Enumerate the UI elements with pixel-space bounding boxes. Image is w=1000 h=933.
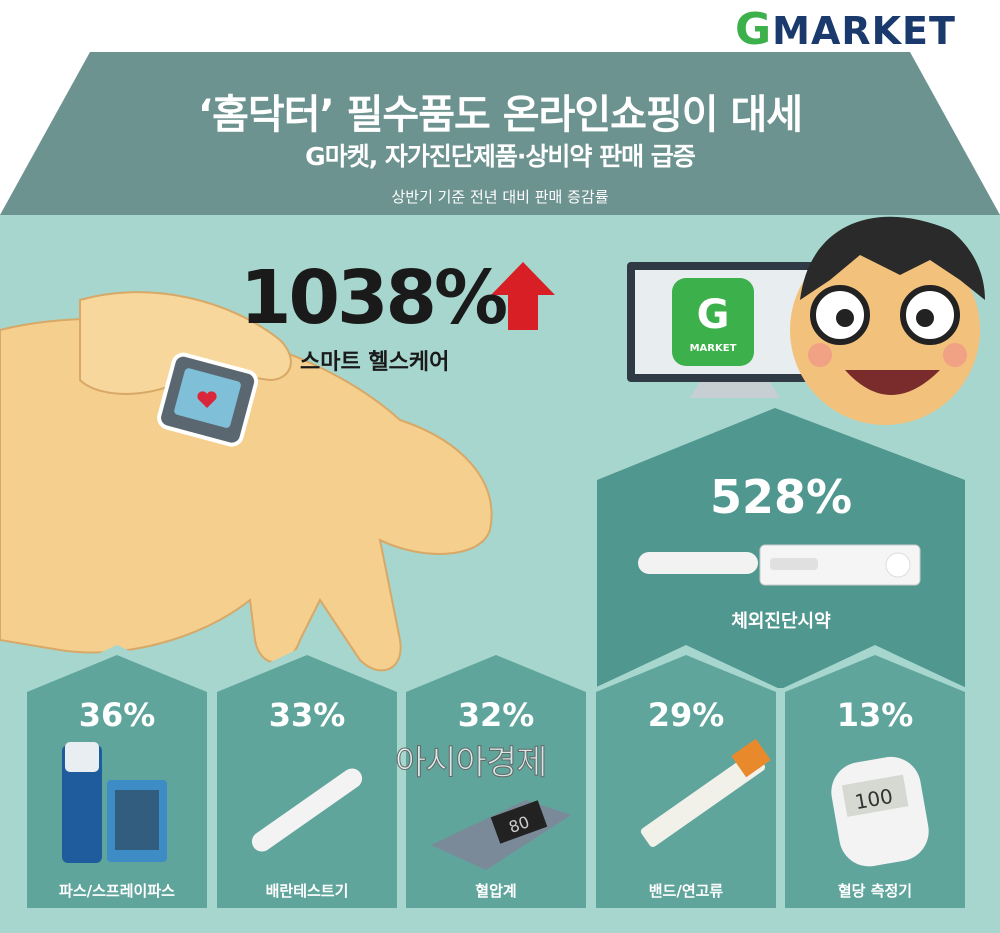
item-label: 배란테스트기 [265, 882, 349, 900]
smartwatch-icon [157, 352, 259, 447]
test-kit-icon [638, 544, 921, 586]
gmarket-logo: GMARKET [735, 4, 956, 55]
blood-pressure-monitor-icon: 80 [431, 800, 571, 870]
app-text: MARKET [689, 343, 737, 354]
caption: 상반기 기준 전년 대비 판매 증감률 [391, 188, 609, 206]
item-panel [217, 655, 397, 908]
page-subtitle: G마켓, 자가진단제품·상비약 판매 급증 [305, 142, 696, 171]
watermark: 아시아경제 [394, 743, 547, 783]
hand-illustration [0, 291, 493, 672]
glucose-meter-icon: 100 [831, 756, 929, 867]
ovulation-test-icon [251, 768, 363, 852]
item-value: 13% [836, 696, 914, 734]
item-label: 혈압계 [475, 882, 517, 900]
featured-value: 528% [709, 470, 853, 524]
heart-icon [197, 391, 217, 408]
highlight-value: 1038% [240, 255, 508, 341]
page-title: ‘홈닥터’ 필수품도 온라인쇼핑이 대세 [197, 92, 803, 138]
gmarket-app-icon [672, 278, 754, 366]
character-illustration [790, 216, 985, 425]
header-roof [0, 52, 1000, 215]
up-arrow-icon [491, 262, 555, 330]
app-letter: G [696, 292, 730, 338]
item-value: 36% [78, 696, 156, 734]
spray-pain-relief-icon [62, 742, 167, 863]
item-value: 32% [457, 696, 535, 734]
item-label: 밴드/연고류 [648, 882, 724, 900]
item-label: 파스/스프레이파스 [59, 882, 175, 900]
item-label: 혈당 측정기 [837, 882, 913, 900]
highlight-label: 스마트 헬스케어 [300, 350, 450, 375]
item-panel [596, 655, 776, 908]
item-value: 33% [268, 696, 346, 734]
featured-label: 체외진단시약 [731, 611, 831, 632]
ointment-tube-icon [640, 738, 771, 847]
item-value: 29% [647, 696, 725, 734]
